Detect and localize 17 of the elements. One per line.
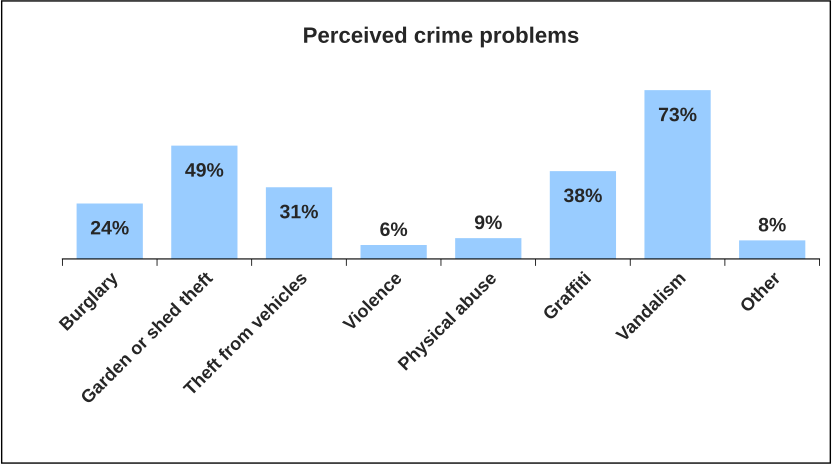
- bar: [455, 238, 522, 259]
- bar: [644, 90, 711, 259]
- data-label: 38%: [564, 188, 602, 202]
- chart-title: Perceived crime problems: [304, 26, 578, 48]
- bar: [739, 240, 806, 259]
- data-label: 9%: [474, 215, 502, 230]
- bar: [550, 171, 616, 259]
- bar: [76, 203, 143, 259]
- bar: [266, 187, 332, 259]
- data-label: 8%: [758, 218, 786, 232]
- data-label: 6%: [380, 222, 408, 236]
- bar: [171, 146, 238, 259]
- data-label: 31%: [280, 204, 318, 218]
- data-label: 24%: [90, 220, 129, 235]
- data-label: 73%: [658, 108, 697, 122]
- bar: [360, 245, 427, 259]
- data-label: 49%: [185, 163, 224, 177]
